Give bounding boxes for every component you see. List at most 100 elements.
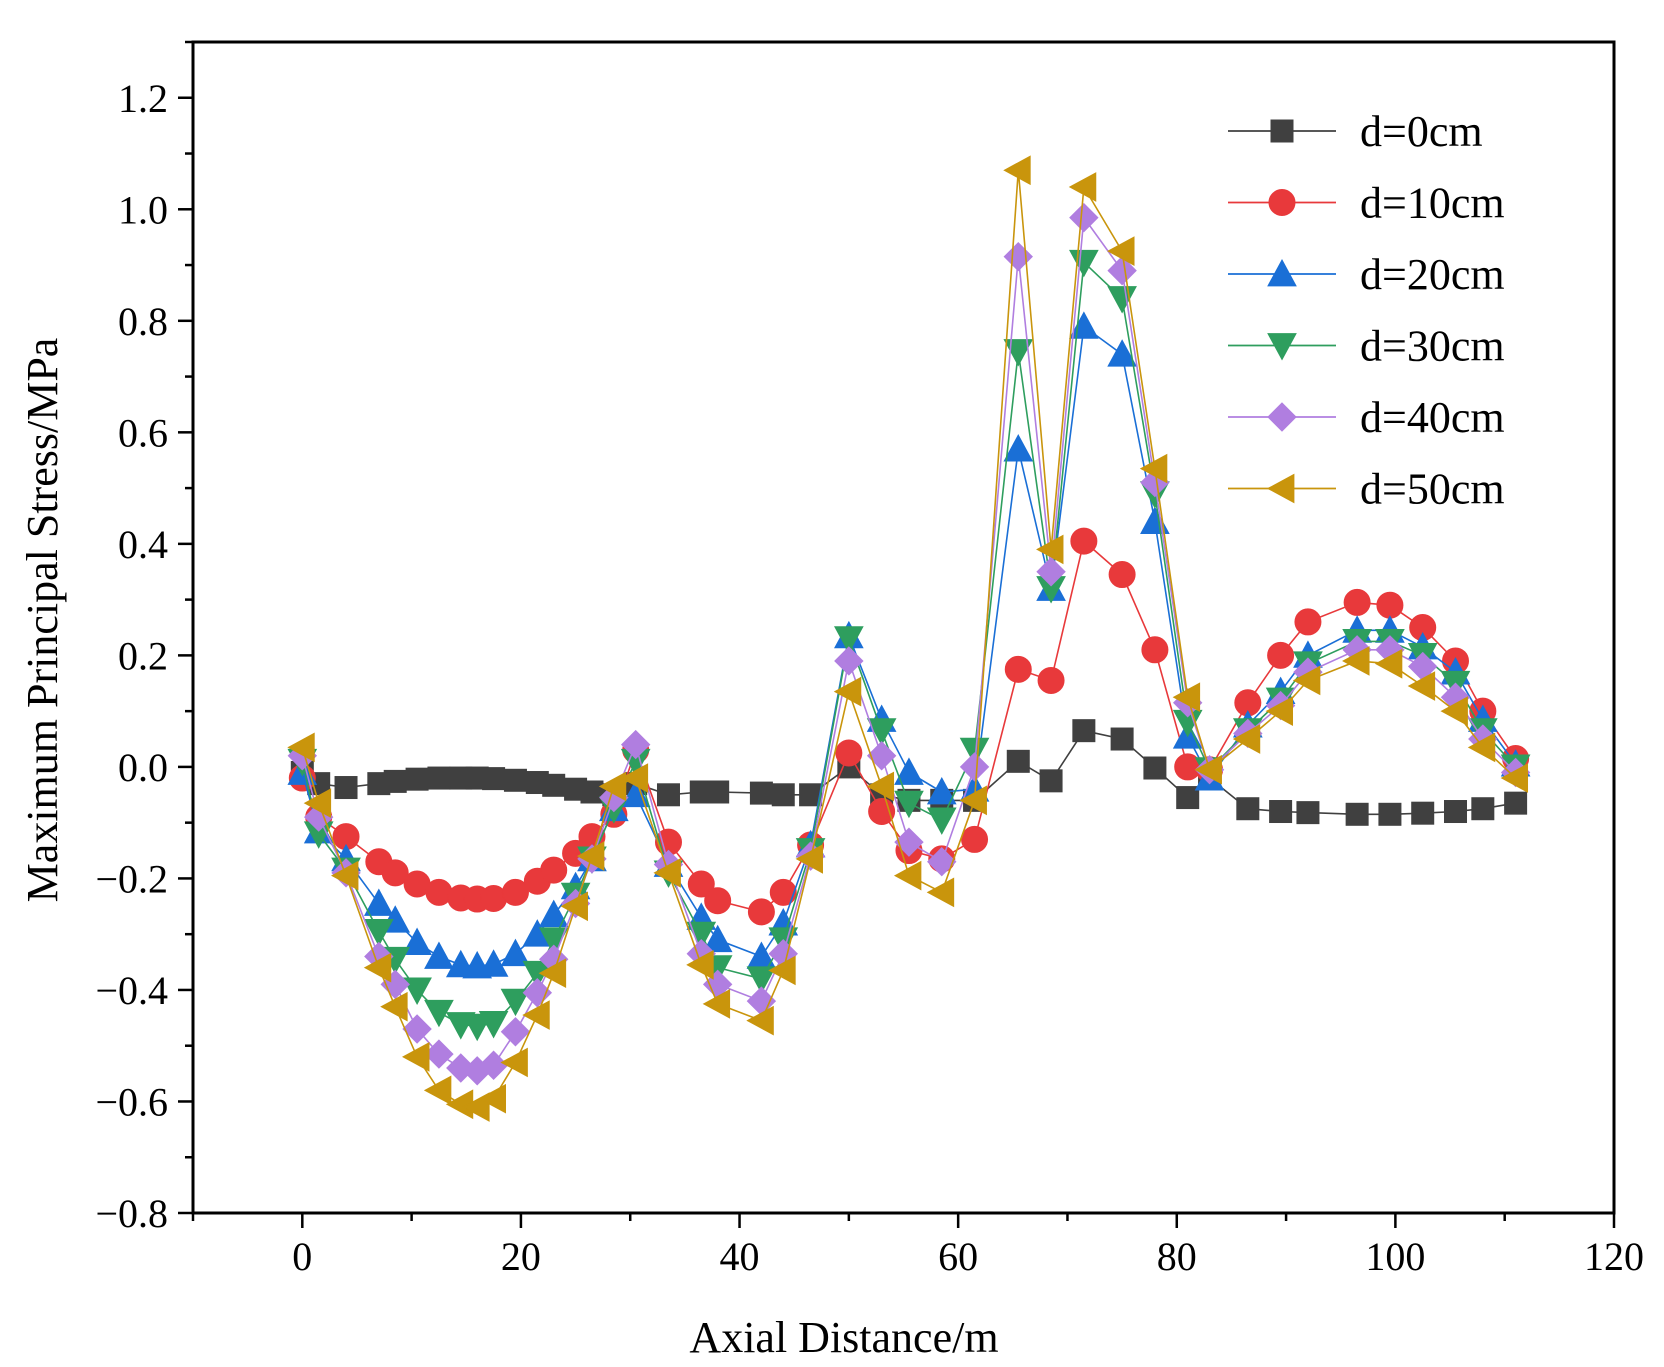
- plot-frame: [191, 40, 1616, 1215]
- data-point-d=20cm-10: [500, 938, 531, 967]
- data-point-d=10cm-28: [1004, 655, 1032, 683]
- data-point-d=10cm-12: [540, 856, 568, 884]
- data-point-d=10cm-32: [1141, 636, 1169, 664]
- data-point-d=50cm-17: [653, 858, 681, 888]
- data-point-d=0cm-20: [749, 781, 773, 805]
- x-tick-label: 120: [1584, 1234, 1644, 1279]
- legend-marker: [1270, 119, 1294, 143]
- data-point-d=50cm-39: [1374, 648, 1403, 679]
- data-point-d=40cm-11: [522, 978, 553, 1008]
- axes-layer: 0 20 40 60 80 100 120 −0.8 −0.6 −0.4 −0.2 0.0 0.2 0.4…: [95, 40, 1644, 1279]
- data-point-d=0cm-14: [580, 780, 604, 804]
- data-point-d=30cm-27: [959, 737, 990, 766]
- data-point-d=30cm-9: [478, 1011, 509, 1039]
- data-point-d=10cm-27: [961, 825, 989, 853]
- data-point-d=50cm-6: [423, 1075, 452, 1106]
- data-point-d=50cm-3: [363, 952, 392, 983]
- legend-label: d=50cm: [1360, 465, 1505, 514]
- data-point-d=10cm-18: [687, 870, 715, 898]
- data-point-d=0cm-30: [1072, 719, 1096, 743]
- y-tick-label: 0.0: [118, 745, 168, 790]
- data-point-d=0cm-41: [1444, 800, 1468, 824]
- data-point-d=50cm-16: [620, 763, 649, 793]
- y-tick-label: −0.2: [95, 856, 168, 901]
- data-point-d=50cm-10: [500, 1047, 528, 1078]
- data-point-d=40cm-29: [1036, 557, 1066, 587]
- data-point-d=0cm-40: [1411, 801, 1435, 825]
- data-point-d=10cm-19: [704, 887, 732, 915]
- data-point-d=40cm-9: [478, 1050, 509, 1080]
- data-point-d=50cm-18: [686, 950, 714, 980]
- data-point-d=0cm-33: [1176, 786, 1200, 810]
- data-point-d=50cm-32: [1139, 453, 1168, 484]
- data-point-d=20cm-12: [538, 899, 569, 928]
- data-point-d=30cm-6: [424, 999, 454, 1028]
- data-point-d=50cm-23: [833, 676, 862, 707]
- data-point-d=0cm-9: [482, 767, 506, 791]
- legend-item-d=30cm: d=30cm: [1228, 322, 1505, 371]
- data-point-d=0cm-29: [1039, 769, 1063, 793]
- data-point-d=50cm-35: [1232, 724, 1261, 754]
- legend-marker: [1267, 402, 1297, 432]
- data-point-d=10cm-4: [381, 859, 409, 887]
- data-point-d=40cm-16: [620, 729, 651, 760]
- data-point-d=50cm-0: [287, 732, 315, 763]
- data-point-d=50cm-43: [1500, 763, 1529, 793]
- data-point-d=50cm-1: [303, 788, 332, 818]
- data-point-d=50cm-19: [702, 989, 731, 1019]
- data-point-d=0cm-2: [334, 776, 358, 800]
- data-point-d=30cm-23: [834, 626, 864, 654]
- data-point-d=0cm-32: [1143, 756, 1167, 780]
- data-point-d=0cm-22: [799, 783, 823, 807]
- data-point-d=40cm-23: [834, 646, 864, 676]
- data-point-d=0cm-31: [1110, 727, 1134, 751]
- data-point-d=20cm-19: [702, 924, 733, 953]
- data-point-d=0cm-19: [706, 780, 730, 804]
- data-point-d=10cm-10: [501, 878, 529, 906]
- data-point-d=20cm-9: [478, 949, 509, 977]
- x-tick-label: 0: [292, 1234, 312, 1279]
- data-point-d=50cm-40: [1407, 671, 1436, 701]
- y-axis-label: Maximum Principal Stress/MPa: [18, 338, 67, 903]
- data-point-d=20cm-25: [894, 757, 924, 785]
- data-point-d=30cm-10: [500, 988, 531, 1017]
- y-tick-label: −0.6: [95, 1079, 168, 1124]
- data-point-d=50cm-20: [746, 1005, 774, 1036]
- legend-label: d=10cm: [1360, 179, 1505, 228]
- data-point-d=50cm-9: [478, 1083, 506, 1114]
- data-point-d=20cm-31: [1107, 339, 1137, 367]
- data-point-d=50cm-14: [576, 841, 605, 871]
- data-point-d=40cm-26: [927, 846, 957, 877]
- data-point-d=30cm-20: [746, 966, 777, 994]
- data-point-d=10cm-31: [1108, 561, 1136, 589]
- legend-marker: [1267, 333, 1297, 361]
- data-point-d=0cm-37: [1296, 801, 1320, 825]
- data-point-d=50cm-5: [402, 1042, 430, 1072]
- data-point-d=30cm-3: [363, 919, 394, 947]
- data-point-d=50cm-15: [598, 771, 627, 802]
- legend-label: d=40cm: [1360, 393, 1505, 442]
- data-point-d=10cm-39: [1376, 591, 1404, 619]
- data-point-d=0cm-6: [427, 766, 451, 790]
- y-tick-label: 0.2: [118, 633, 168, 678]
- x-axis-label: Axial Distance/m: [689, 1313, 998, 1362]
- data-point-d=50cm-27: [959, 785, 987, 816]
- y-tick-label: 1.0: [118, 187, 168, 232]
- data-point-d=0cm-35: [1236, 797, 1260, 821]
- legend-marker: [1267, 258, 1297, 287]
- data-point-d=10cm-24: [868, 798, 896, 826]
- data-point-d=50cm-21: [768, 955, 796, 986]
- data-point-d=50cm-12: [538, 958, 567, 989]
- data-point-d=40cm-6: [424, 1039, 454, 1069]
- data-point-d=40cm-25: [894, 827, 924, 857]
- data-point-d=0cm-28: [1006, 749, 1030, 773]
- data-point-d=30cm-26: [926, 807, 957, 835]
- data-point-d=10cm-30: [1070, 527, 1098, 555]
- data-point-d=50cm-30: [1068, 172, 1097, 202]
- data-point-d=40cm-27: [959, 752, 990, 782]
- data-point-d=50cm-33: [1172, 682, 1201, 713]
- data-point-d=50cm-4: [380, 991, 408, 1022]
- data-point-d=10cm-23: [835, 739, 863, 767]
- data-point-d=50cm-24: [866, 771, 895, 802]
